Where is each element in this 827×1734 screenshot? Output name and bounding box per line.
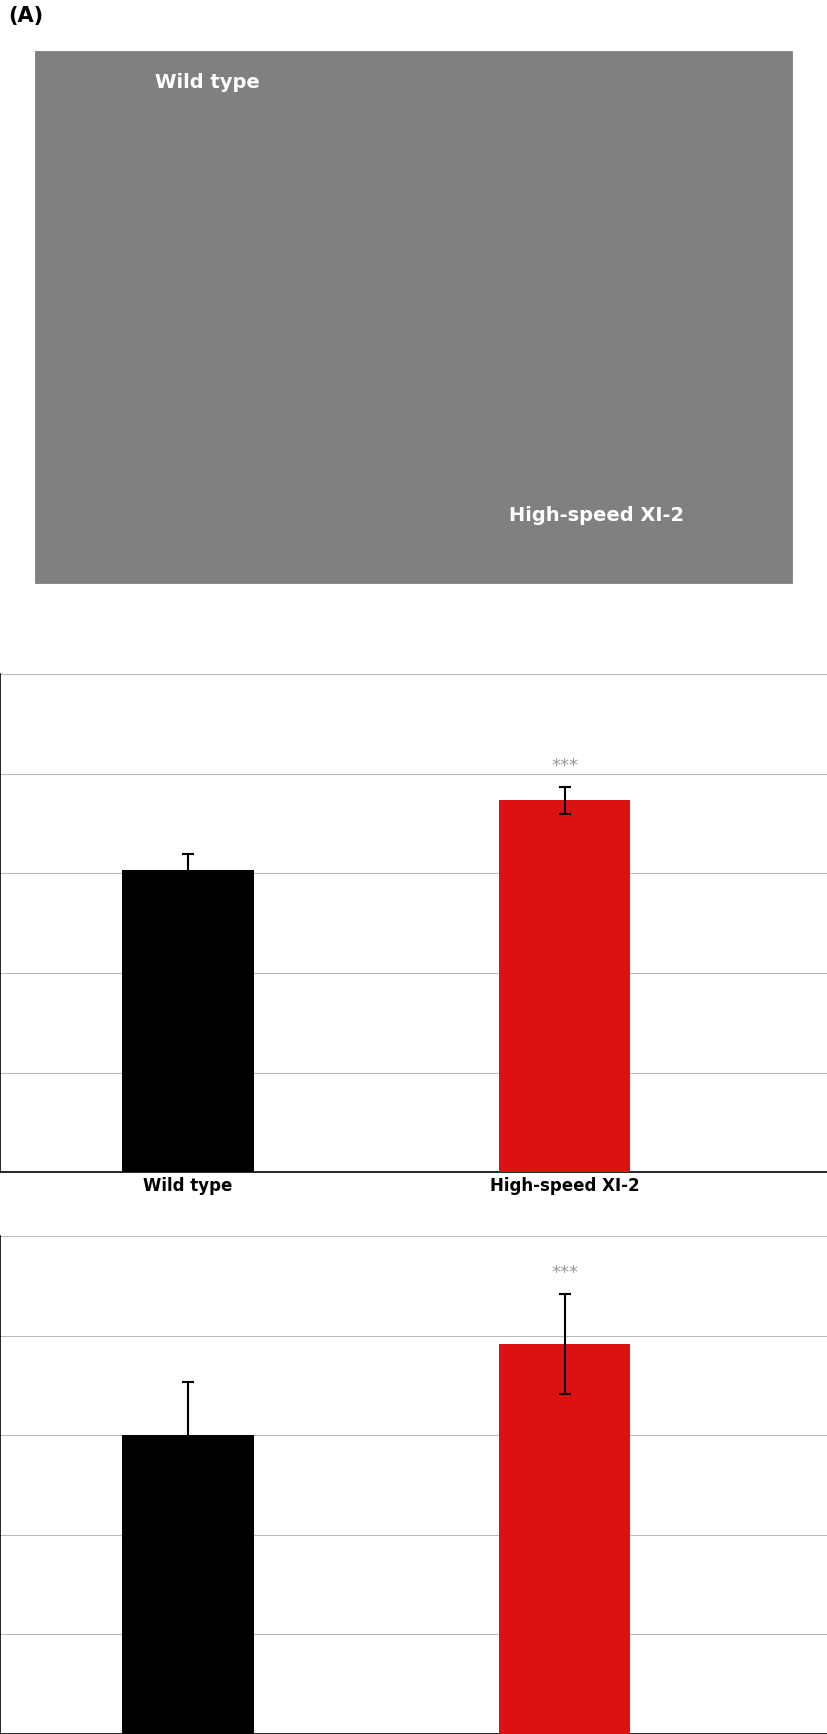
Bar bbox=[498, 1344, 629, 1734]
Text: Wild type: Wild type bbox=[155, 73, 259, 92]
Text: ***: *** bbox=[551, 1264, 577, 1281]
Bar bbox=[122, 1436, 254, 1734]
Bar bbox=[33, 49, 794, 586]
Bar bbox=[122, 870, 254, 1172]
Text: (A): (A) bbox=[8, 7, 43, 26]
Bar bbox=[498, 801, 629, 1172]
Text: ***: *** bbox=[551, 756, 577, 775]
Text: High-speed XI-2: High-speed XI-2 bbox=[508, 506, 683, 525]
